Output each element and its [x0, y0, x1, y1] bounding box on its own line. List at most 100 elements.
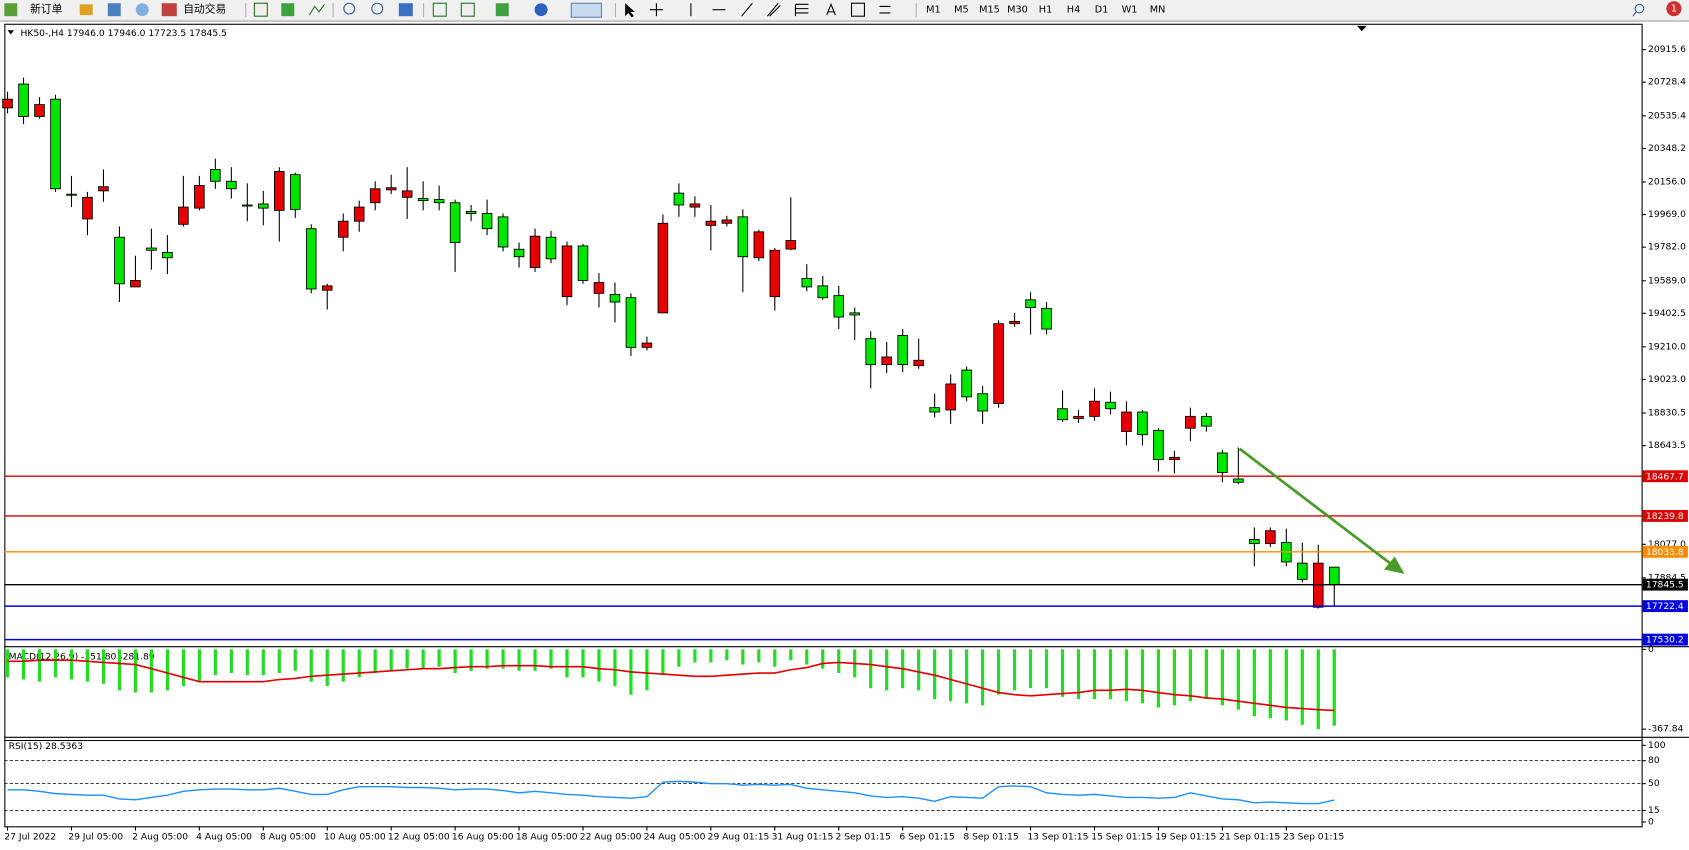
auto-trading-button[interactable]: 自动交易	[183, 3, 226, 16]
search-button[interactable]	[1634, 3, 1645, 14]
macd-bar	[1172, 649, 1177, 706]
tool-icon[interactable]	[135, 3, 149, 17]
candle-body	[1089, 400, 1100, 417]
macd-bar	[965, 649, 969, 704]
templates-button[interactable]	[570, 2, 602, 18]
y-tick-label: 20156.0	[1648, 176, 1686, 187]
tool-icon[interactable]	[79, 4, 93, 16]
x-tick-label: 29 Jul 05:00	[68, 832, 123, 843]
macd-bar	[725, 649, 729, 661]
candle-body	[2, 98, 13, 109]
trend-arrow	[1238, 447, 1405, 574]
macd-bar	[277, 649, 281, 674]
trendline-button[interactable]	[741, 2, 753, 17]
chart-title: HK50-,H4 17946.0 17946.0 17723.5 17845.5	[20, 28, 227, 39]
price-tag	[1642, 578, 1688, 591]
macd-bar	[229, 649, 233, 674]
symbol-menu-icon[interactable]	[7, 30, 15, 35]
candle-body	[1025, 299, 1036, 308]
price-tag	[1642, 600, 1688, 613]
candle-body	[34, 104, 45, 117]
text-button[interactable]	[826, 2, 836, 16]
price-tag-label: 18033.8	[1646, 547, 1684, 558]
timeframe-button[interactable]: MN	[1150, 5, 1166, 16]
macd-bar	[117, 649, 122, 691]
macd-bar	[453, 649, 457, 674]
candle-body	[1185, 415, 1196, 429]
periods-button[interactable]	[534, 3, 548, 17]
macd-bar	[933, 649, 937, 700]
timeframe-button[interactable]: D1	[1095, 5, 1109, 16]
label-button[interactable]	[850, 2, 865, 17]
channel-button[interactable]	[767, 2, 781, 17]
candle-body	[465, 211, 477, 214]
macd-bar	[693, 649, 697, 663]
candle-body	[545, 236, 557, 260]
y-tick-label: 100	[1648, 740, 1666, 751]
y-tick-label: 18830.5	[1648, 407, 1686, 418]
macd-bar	[133, 649, 138, 693]
macd-bar	[213, 649, 217, 676]
macd-bar	[1076, 649, 1081, 700]
macd-bar	[1284, 649, 1288, 721]
candle-body	[721, 219, 733, 224]
macd-bar	[996, 649, 1001, 695]
macd-bar	[709, 649, 713, 663]
tile-button[interactable]	[398, 3, 413, 17]
candle-body	[865, 338, 876, 366]
y-tick-label: 19969.0	[1648, 209, 1686, 220]
timeframe-button[interactable]: M15	[979, 5, 1000, 16]
candle-body	[146, 247, 157, 251]
price-tag	[1642, 545, 1688, 558]
new-order-icon[interactable]	[4, 3, 18, 17]
candle-body	[1137, 411, 1148, 436]
bar-chart-button[interactable]	[253, 2, 268, 17]
cursor-button[interactable]	[625, 3, 635, 18]
macd-bar	[501, 649, 505, 669]
macd-bar	[1092, 649, 1097, 700]
macd-bar	[341, 649, 345, 682]
fibo-button[interactable]	[794, 3, 809, 17]
candle-body	[1249, 539, 1260, 545]
macd-bar	[645, 649, 649, 691]
macd-bar	[485, 649, 489, 669]
timeframe-button[interactable]: W1	[1122, 5, 1138, 16]
zoom-out-button[interactable]	[371, 2, 384, 15]
shift-button[interactable]	[460, 2, 475, 17]
x-tick-label: 12 Aug 05:00	[388, 832, 450, 843]
timeframe-bar: M1 M5 M15 M30 H1 H4 D1 W1 MN	[926, 5, 1165, 16]
candle-body	[945, 383, 956, 411]
rsi-title: RSI(15) 28.5363	[9, 741, 84, 752]
notification-badge[interactable]	[1666, 1, 1682, 17]
y-tick-label: 17884.5	[1648, 572, 1686, 583]
macd-bar	[69, 649, 74, 680]
macd-bar	[773, 649, 777, 667]
arrows-button[interactable]	[879, 5, 891, 14]
macd-bar	[1316, 649, 1320, 730]
auto-trading-icon[interactable]	[161, 3, 177, 17]
timeframe-button[interactable]: M1	[926, 5, 941, 16]
candle-body	[417, 198, 429, 202]
timeframe-button[interactable]: M30	[1007, 5, 1028, 16]
line-chart-button[interactable]	[308, 4, 325, 16]
macd-bar	[1028, 649, 1033, 689]
candle-body	[401, 190, 413, 198]
macd-bar	[421, 649, 425, 669]
macd-bar	[165, 649, 170, 691]
macd-bar	[197, 649, 201, 682]
candle-button[interactable]	[281, 3, 295, 17]
y-tick-label: 19402.5	[1648, 308, 1686, 319]
timeframe-button[interactable]: H4	[1067, 5, 1080, 16]
candle-body	[1009, 320, 1020, 325]
timeframe-button[interactable]: H1	[1039, 5, 1052, 16]
scroll-button[interactable]	[432, 2, 447, 17]
candle-body	[1153, 429, 1164, 461]
indicators-button[interactable]	[495, 3, 509, 17]
y-tick-label: 80	[1648, 755, 1660, 766]
tool-icon[interactable]	[107, 3, 121, 17]
new-order-button[interactable]: 新订单	[30, 3, 63, 16]
macd-bar	[837, 649, 841, 674]
timeframe-button[interactable]: M5	[954, 5, 969, 16]
zoom-in-button[interactable]	[343, 2, 356, 15]
crosshair-button[interactable]	[649, 3, 663, 17]
